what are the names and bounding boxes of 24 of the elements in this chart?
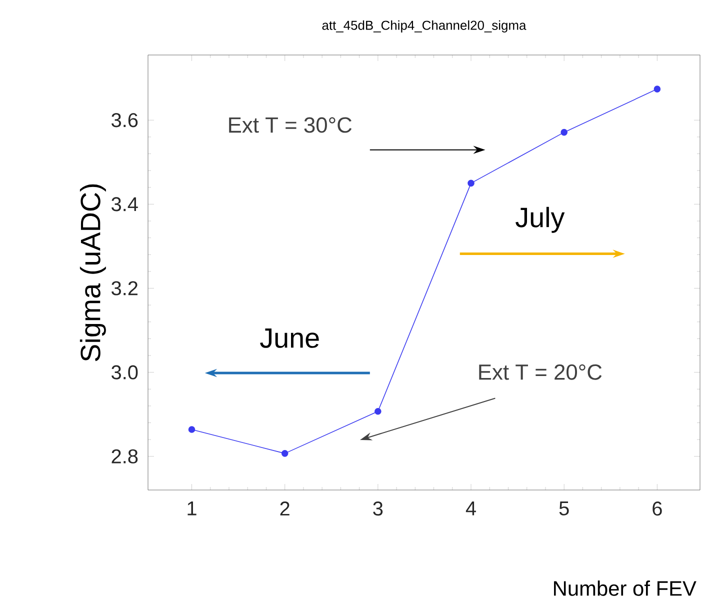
y-axis-title: Sigma (uADC) [80,184,106,362]
x-axis-title: Number of FEV [554,580,696,596]
y-tick-label: 2.8 [112,449,138,464]
annotation: June [260,328,319,348]
point [281,450,288,457]
point [560,128,568,136]
y-tick-label: 3.4 [112,197,138,212]
y-tick-label: 3.0 [112,365,138,380]
x-tick-label: 1 [188,502,196,516]
annotation: Ext T = 30°C [229,117,352,133]
x-tick-label: 3 [373,502,383,516]
point [374,408,382,415]
x-tick-label: 5 [559,502,569,516]
x-tick-label: 4 [466,502,476,516]
chart-title: att_45dB_Chip4_Channel20_sigma [322,20,526,32]
annotation: July [516,206,565,233]
point [468,180,474,187]
y-tick-label: 3.6 [112,113,138,128]
point [188,426,196,433]
x-tick-label: 6 [652,502,662,516]
y-tick-label: 3.2 [112,281,138,296]
point [654,86,661,92]
x-tick-label: 2 [280,502,290,516]
annotation: Ext T = 20°C [479,364,602,380]
